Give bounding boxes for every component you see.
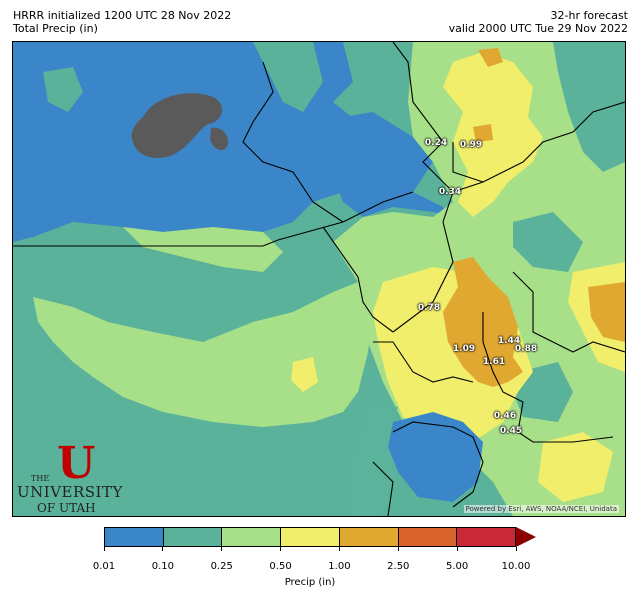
station-label: 1.61 bbox=[482, 357, 506, 367]
colorbar-segment bbox=[398, 528, 458, 546]
station-label: 0.78 bbox=[417, 303, 441, 313]
county-line-6 bbox=[482, 312, 614, 443]
teal-patch-west bbox=[43, 67, 83, 112]
precip-colorbar bbox=[104, 527, 516, 547]
county-line-5 bbox=[512, 271, 625, 353]
teal-ring-south bbox=[348, 402, 398, 516]
colorbar-label: Precip (in) bbox=[284, 577, 336, 588]
colorbar-segment bbox=[163, 528, 223, 546]
station-label: 0.45 bbox=[499, 426, 523, 436]
colorbar-tick-mark bbox=[221, 547, 223, 551]
lake-south-arm bbox=[210, 127, 229, 151]
header-left: HRRR initialized 1200 UTC 28 Nov 2022 To… bbox=[13, 9, 231, 35]
colorbar-tick-mark bbox=[280, 547, 282, 551]
teal-patch-east-mid bbox=[513, 212, 583, 272]
county-line-7 bbox=[392, 421, 484, 508]
colorbar-tick-label: 5.00 bbox=[446, 561, 469, 572]
station-label: 0.99 bbox=[459, 140, 483, 150]
field-title: Total Precip (in) bbox=[13, 22, 98, 35]
state-line-border bbox=[13, 191, 414, 247]
orange-region-east bbox=[588, 282, 625, 342]
colorbar-tick-label: 2.50 bbox=[387, 561, 410, 572]
great-salt-lake bbox=[131, 93, 223, 158]
yellow-region-south bbox=[538, 432, 613, 502]
blue-region-north-central bbox=[313, 112, 453, 217]
precip-field bbox=[13, 42, 625, 516]
colorbar-segment bbox=[105, 528, 164, 546]
colorbar-tick-mark bbox=[338, 547, 340, 551]
yellow-region-southwest bbox=[291, 357, 318, 392]
model-init-title: HRRR initialized 1200 UTC 28 Nov 2022 bbox=[13, 9, 232, 22]
county-line-10 bbox=[373, 341, 474, 383]
colorbar-tick-label: 0.01 bbox=[92, 561, 116, 572]
logo-u-mark: U bbox=[57, 438, 96, 489]
station-label: 1.44 bbox=[497, 336, 521, 346]
logo-university: UNIVERSITY bbox=[17, 483, 123, 501]
colorbar-tick-mark bbox=[103, 547, 105, 551]
colorbar-tick-mark bbox=[515, 547, 517, 551]
teal-patch-north bbox=[253, 42, 323, 112]
county-line-9 bbox=[452, 142, 484, 183]
yellow-region-north bbox=[443, 52, 543, 217]
orange-spot-north bbox=[478, 48, 503, 67]
colorbar-tick-mark bbox=[397, 547, 399, 551]
colorbar-segment bbox=[222, 528, 282, 546]
forecast-hour: 32-hr forecast bbox=[550, 9, 628, 22]
colorbar-extend-arrow bbox=[516, 527, 536, 547]
lightgreen-band-central bbox=[33, 282, 373, 427]
colorbar-segment bbox=[281, 528, 340, 546]
colorbar-tick-label: 0.25 bbox=[210, 561, 233, 572]
colorbar-tick-label: 10.00 bbox=[501, 561, 531, 572]
station-label: 0.34 bbox=[438, 187, 462, 197]
teal-patch-east-blue bbox=[353, 62, 408, 112]
colorbar-segment bbox=[457, 528, 516, 546]
colorbar-tick-label: 0.50 bbox=[269, 561, 292, 572]
lightgreen-north-strip bbox=[123, 227, 283, 272]
colorbar-tick-label: 0.10 bbox=[151, 561, 174, 572]
header-right: 32-hr forecast valid 2000 UTC Tue 29 Nov… bbox=[449, 9, 628, 35]
county-line-4 bbox=[242, 61, 344, 223]
blue-region-south bbox=[388, 412, 483, 502]
county-line-1 bbox=[322, 226, 394, 333]
university-of-utah-logo: U THE UNIVERSITY OF UTAH bbox=[17, 438, 122, 516]
colorbar-tick-mark bbox=[162, 547, 164, 551]
county-line-8 bbox=[372, 461, 394, 516]
boundaries bbox=[13, 42, 625, 516]
logo-the: THE bbox=[31, 474, 50, 483]
colorbar-tick-label: 1.00 bbox=[328, 561, 351, 572]
valid-time: valid 2000 UTC Tue 29 Nov 2022 bbox=[448, 22, 628, 35]
station-label: 0.46 bbox=[493, 411, 517, 421]
station-label: 1.09 bbox=[452, 344, 476, 354]
logo-of-utah: OF UTAH bbox=[37, 501, 96, 515]
map-attribution: Powered by Esri, AWS, NOAA/NCEI, Unidata bbox=[463, 505, 619, 513]
precip-map: 0.24 0.99 0.34 0.78 1.09 1.44 0.88 1.61 … bbox=[12, 41, 626, 517]
station-label: 0.24 bbox=[424, 138, 448, 148]
colorbar-segment bbox=[339, 528, 399, 546]
station-label: 0.88 bbox=[514, 344, 538, 354]
county-line-2 bbox=[392, 42, 454, 333]
teal-patch-northeast bbox=[553, 42, 625, 172]
orange-spot-north2 bbox=[473, 124, 493, 142]
colorbar-tick-mark bbox=[456, 547, 458, 551]
